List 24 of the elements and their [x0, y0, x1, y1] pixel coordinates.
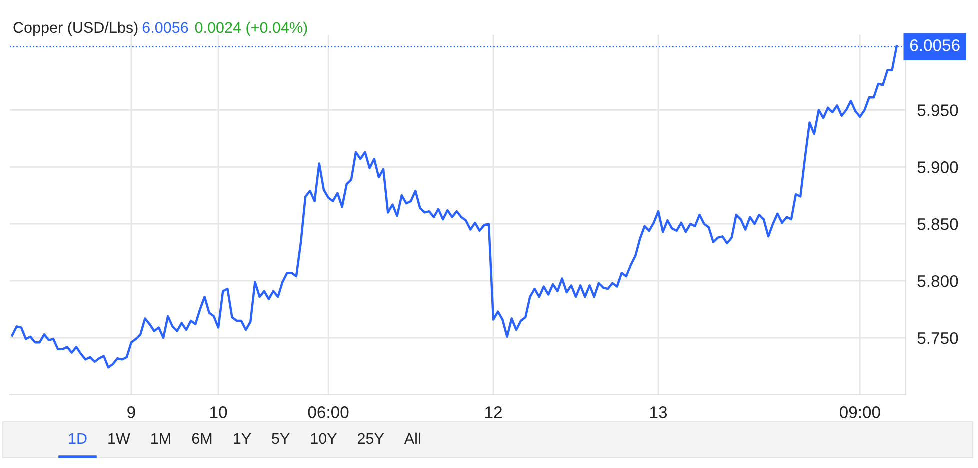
ref-line-label: 6.0056 — [910, 40, 960, 52]
y-tick-label: 5.800 — [918, 275, 958, 288]
x-tick-label: 09:00 — [840, 406, 880, 418]
text: 1W — [108, 433, 130, 444]
text: 1D — [69, 433, 87, 444]
y-tick-label: 5.900 — [918, 162, 958, 174]
y-tick-label: 5.950 — [918, 104, 958, 116]
text: 1M — [152, 433, 170, 444]
chart-title: Copper (USD/Lbs) — [14, 22, 138, 36]
y-tick-label: 5.850 — [918, 218, 958, 230]
text: 10Y — [311, 433, 337, 444]
text: 1Y — [234, 433, 252, 444]
text: 5Y — [272, 433, 290, 444]
text: 6.0056 — [142, 22, 188, 34]
y-tick-label: 5.750 — [918, 332, 958, 344]
x-tick-label: 9 — [128, 406, 136, 418]
annotation: 0.0024 (+0.04%) — [195, 22, 308, 36]
text: 25Y — [358, 433, 384, 444]
x-tick-label: 10 — [210, 406, 228, 418]
x-tick-label: 13 — [650, 406, 668, 418]
text: 6M — [192, 433, 212, 444]
x-tick-label: 06:00 — [308, 406, 349, 418]
text: All — [404, 432, 420, 444]
x-tick-label: 12 — [486, 406, 502, 418]
